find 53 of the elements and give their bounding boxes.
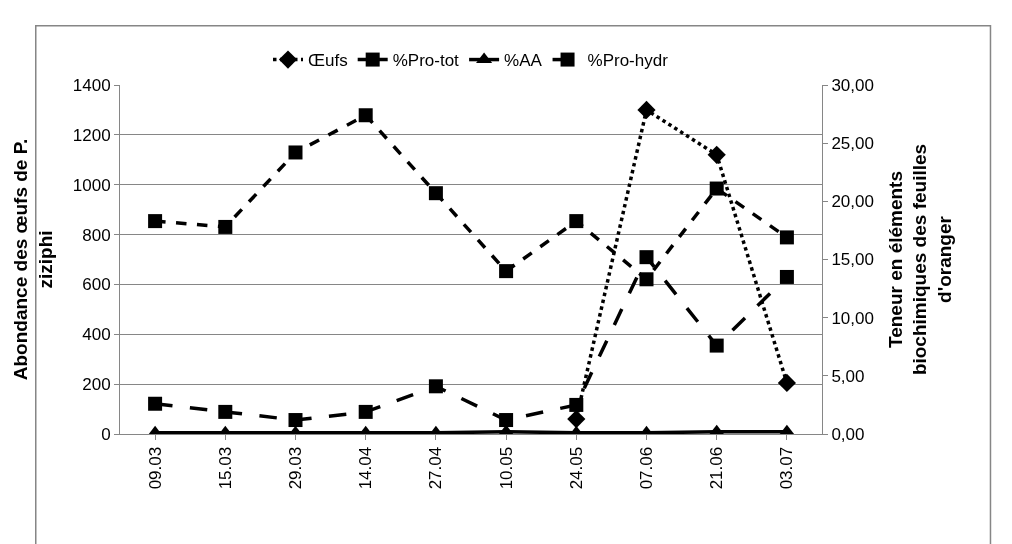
y2-tick-label: 0,00 — [831, 424, 865, 444]
y-tick-label: 200 — [82, 375, 111, 395]
legend-label: %Pro-tot — [392, 51, 460, 71]
point — [779, 269, 794, 284]
y2-tick-label: 5,00 — [831, 366, 865, 386]
x-tick-label: 03.07 — [777, 446, 797, 490]
y2-tick-label: 30,00 — [831, 75, 874, 95]
point — [707, 145, 726, 164]
legend-label: %Pro-hydr — [587, 51, 669, 71]
point — [709, 338, 724, 353]
legend-label: %AA — [504, 51, 543, 71]
y2-tick-label: 10,00 — [831, 308, 874, 328]
y2-axis-title: Teneur en éléments biochimiques des feuilles d'oranger — [884, 143, 956, 376]
point — [639, 250, 654, 265]
y-tick-label: 600 — [82, 275, 111, 295]
point — [777, 373, 796, 392]
point — [428, 186, 443, 201]
y-tick-label: 1000 — [72, 175, 111, 195]
legend-label: Œufs — [308, 51, 348, 71]
y-tick-label: 0 — [101, 424, 111, 444]
x-tick-label: 07.06 — [637, 446, 657, 490]
point — [428, 379, 443, 394]
x-tick-label: 09.03 — [145, 446, 165, 490]
point — [499, 264, 514, 279]
x-tick-label: 10.05 — [496, 446, 516, 490]
point — [358, 108, 373, 123]
point — [569, 214, 584, 229]
x-tick-label: 27.04 — [426, 446, 446, 490]
point — [709, 181, 724, 196]
point — [639, 272, 654, 287]
point — [218, 404, 233, 419]
point — [569, 397, 584, 412]
y-tick-label: 1200 — [72, 125, 111, 145]
y-tick-label: 800 — [82, 225, 111, 245]
x-tick-label: 21.06 — [707, 446, 727, 490]
point — [779, 230, 794, 245]
y-axis-title: Abondance des œufs de P. ziziphi — [9, 138, 56, 381]
y2-tick-label: 20,00 — [831, 192, 874, 212]
point — [148, 214, 163, 229]
y2-tick-label: 15,00 — [831, 250, 874, 270]
point — [288, 145, 303, 160]
point — [358, 404, 373, 419]
point — [567, 409, 586, 429]
x-tick-label: 29.03 — [286, 446, 306, 490]
point — [148, 396, 163, 411]
x-tick-label: 15.03 — [215, 446, 235, 490]
point — [637, 100, 656, 120]
point — [218, 219, 233, 234]
y-tick-label: 400 — [82, 325, 111, 345]
x-tick-label: 24.05 — [566, 446, 586, 490]
x-tick-label: 14.04 — [356, 446, 376, 490]
y-tick-label: 1400 — [72, 75, 111, 95]
y2-tick-label: 25,00 — [831, 134, 874, 154]
